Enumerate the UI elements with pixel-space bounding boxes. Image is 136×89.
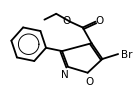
Text: Br: Br (121, 50, 133, 60)
Text: O: O (86, 77, 94, 87)
Text: N: N (61, 70, 69, 80)
Text: O: O (95, 16, 104, 26)
Text: O: O (62, 16, 70, 26)
